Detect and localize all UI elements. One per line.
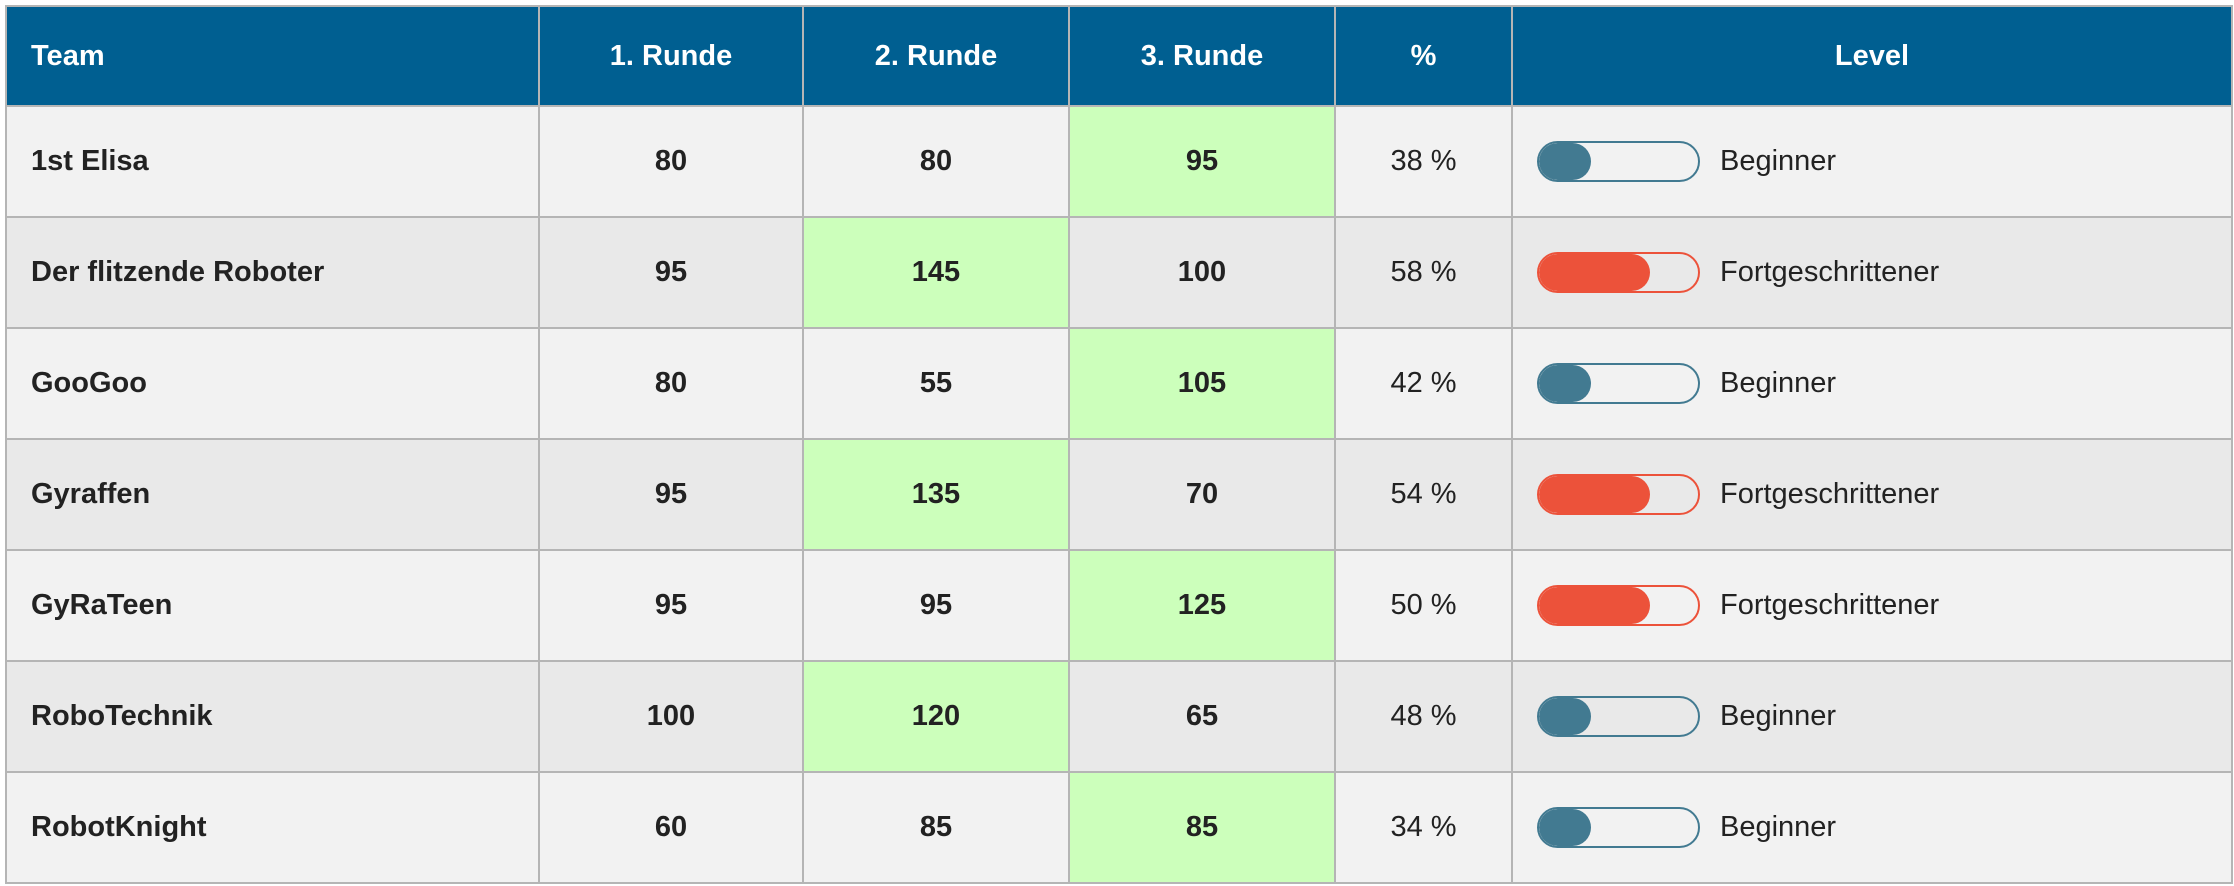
round-1-score: 60 <box>538 771 804 884</box>
round-2-score: 135 <box>802 438 1070 551</box>
header-team[interactable]: Team <box>5 5 540 107</box>
table-row: RoboTechnik 100 120 65 48 % Beginner <box>5 660 2233 773</box>
percent: 54 % <box>1334 438 1513 551</box>
team-name: Der flitzende Roboter <box>5 216 540 329</box>
level-label: Beginner <box>1720 145 1837 177</box>
table-row: RobotKnight 60 85 85 34 % Beginner <box>5 771 2233 884</box>
team-name: Gyraffen <box>5 438 540 551</box>
round-3-score: 65 <box>1068 660 1336 773</box>
round-3-score: 95 <box>1068 105 1336 218</box>
level-bar <box>1537 807 1700 848</box>
team-name: RoboTechnik <box>5 660 540 773</box>
header-level[interactable]: Level <box>1511 5 2233 107</box>
team-name: GyRaTeen <box>5 549 540 662</box>
level-cell: Beginner <box>1511 105 2233 218</box>
level-bar <box>1537 474 1700 515</box>
percent: 50 % <box>1334 549 1513 662</box>
header-round-3[interactable]: 3. Runde <box>1068 5 1336 107</box>
percent: 58 % <box>1334 216 1513 329</box>
header-round-2[interactable]: 2. Runde <box>802 5 1070 107</box>
level-cell: Beginner <box>1511 327 2233 440</box>
level-bar <box>1537 585 1700 626</box>
round-1-score: 80 <box>538 105 804 218</box>
level-cell: Beginner <box>1511 660 2233 773</box>
round-3-score: 125 <box>1068 549 1336 662</box>
round-2-score: 85 <box>802 771 1070 884</box>
round-3-score: 100 <box>1068 216 1336 329</box>
level-cell: Fortgeschrittener <box>1511 216 2233 329</box>
results-table: Team 1. Runde 2. Runde 3. Runde % Level … <box>5 5 2233 884</box>
level-cell: Beginner <box>1511 771 2233 884</box>
level-bar <box>1537 252 1700 293</box>
round-2-score: 55 <box>802 327 1070 440</box>
level-label: Fortgeschrittener <box>1720 589 1940 621</box>
level-bar-fill <box>1539 476 1651 513</box>
percent: 48 % <box>1334 660 1513 773</box>
level-bar-fill <box>1539 365 1592 402</box>
team-name: GooGoo <box>5 327 540 440</box>
table-row: GooGoo 80 55 105 42 % Beginner <box>5 327 2233 440</box>
round-1-score: 80 <box>538 327 804 440</box>
level-bar-fill <box>1539 698 1592 735</box>
level-cell: Fortgeschrittener <box>1511 549 2233 662</box>
round-2-score: 145 <box>802 216 1070 329</box>
level-bar <box>1537 363 1700 404</box>
round-3-score: 85 <box>1068 771 1336 884</box>
round-3-score: 70 <box>1068 438 1336 551</box>
percent: 38 % <box>1334 105 1513 218</box>
header-percent[interactable]: % <box>1334 5 1513 107</box>
table-row: 1st Elisa 80 80 95 38 % Beginner <box>5 105 2233 218</box>
percent: 34 % <box>1334 771 1513 884</box>
round-2-score: 80 <box>802 105 1070 218</box>
team-name: RobotKnight <box>5 771 540 884</box>
level-label: Beginner <box>1720 367 1837 399</box>
table-row: Gyraffen 95 135 70 54 % Fortgeschrittener <box>5 438 2233 551</box>
level-label: Beginner <box>1720 700 1837 732</box>
team-name: 1st Elisa <box>5 105 540 218</box>
level-bar <box>1537 141 1700 182</box>
header-row: Team 1. Runde 2. Runde 3. Runde % Level <box>5 5 2233 107</box>
level-label: Beginner <box>1720 811 1837 843</box>
table-row: GyRaTeen 95 95 125 50 % Fortgeschrittener <box>5 549 2233 662</box>
round-1-score: 95 <box>538 216 804 329</box>
header-round-1[interactable]: 1. Runde <box>538 5 804 107</box>
level-bar <box>1537 696 1700 737</box>
round-2-score: 120 <box>802 660 1070 773</box>
percent: 42 % <box>1334 327 1513 440</box>
level-label: Fortgeschrittener <box>1720 256 1940 288</box>
round-1-score: 100 <box>538 660 804 773</box>
table-row: Der flitzende Roboter 95 145 100 58 % Fortges… <box>5 216 2233 329</box>
round-2-score: 95 <box>802 549 1070 662</box>
level-bar-fill <box>1539 587 1651 624</box>
round-3-score: 105 <box>1068 327 1336 440</box>
level-cell: Fortgeschrittener <box>1511 438 2233 551</box>
round-1-score: 95 <box>538 438 804 551</box>
round-1-score: 95 <box>538 549 804 662</box>
level-label: Fortgeschrittener <box>1720 478 1940 510</box>
level-bar-fill <box>1539 809 1592 846</box>
level-bar-fill <box>1539 143 1592 180</box>
level-bar-fill <box>1539 254 1651 291</box>
